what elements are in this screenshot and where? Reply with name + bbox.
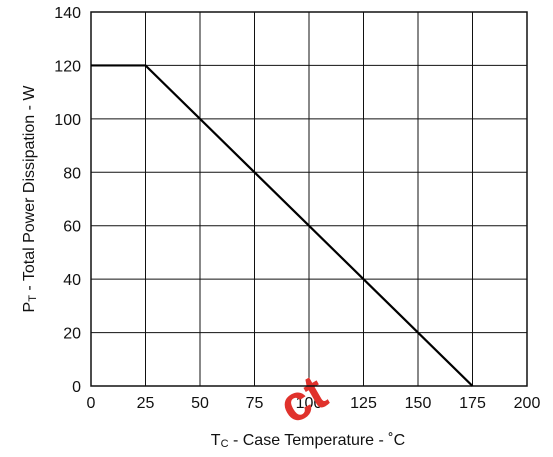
x-axis-label-sub: C xyxy=(221,438,229,450)
y-tick-label-3: 60 xyxy=(63,219,81,236)
y-axis-label-main: P xyxy=(21,302,38,313)
y-tick-label-2: 40 xyxy=(63,272,81,289)
x-tick-label-2: 50 xyxy=(191,395,209,412)
x-tick-label-0: 0 xyxy=(87,395,96,412)
x-tick-label-7: 175 xyxy=(459,395,486,412)
x-tick-label-4: 100 xyxy=(296,395,323,412)
x-tick-labels: 0 25 50 75 100 125 150 175 200 xyxy=(87,395,541,412)
x-tick-label-6: 150 xyxy=(405,395,432,412)
y-tick-label-1: 20 xyxy=(63,326,81,343)
y-axis-label: PT - Total Power Dissipation - W xyxy=(21,85,39,313)
x-tick-label-1: 25 xyxy=(137,395,155,412)
y-tick-labels: 0 20 40 60 80 100 120 140 xyxy=(54,5,81,396)
y-tick-label-6: 120 xyxy=(54,58,81,75)
x-tick-label-3: 75 xyxy=(246,395,264,412)
x-tick-label-5: 125 xyxy=(350,395,377,412)
y-tick-label-7: 140 xyxy=(54,5,81,22)
y-axis-label-rest: - Total Power Dissipation - W xyxy=(21,85,38,295)
y-tick-label-5: 100 xyxy=(54,112,81,129)
x-axis-label-rest: - Case Temperature - ˚C xyxy=(229,432,406,449)
y-tick-label-0: 0 xyxy=(72,379,81,396)
x-axis-label: TC - Case Temperature - ˚C xyxy=(211,432,405,450)
grid-lines xyxy=(91,12,527,386)
x-tick-label-8: 200 xyxy=(514,395,541,412)
y-tick-label-4: 80 xyxy=(63,165,81,182)
plot-frame xyxy=(90,11,528,387)
watermark: ct xyxy=(270,364,337,435)
x-axis-label-main: T xyxy=(211,432,221,449)
series-line-0 xyxy=(91,64,474,387)
y-axis-label-sub: T xyxy=(27,295,39,302)
series-layer xyxy=(91,64,474,387)
